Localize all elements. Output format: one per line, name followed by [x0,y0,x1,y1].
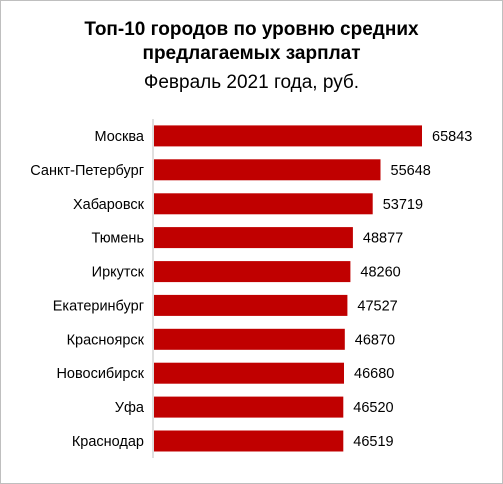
chart-title: Топ-10 городов по уровню средних предлаг… [0,18,503,66]
value-label-5: 48260 [360,265,400,281]
bar-7 [154,328,345,350]
bar-10 [154,430,344,452]
category-label-9: Уфа [115,400,145,416]
category-label-6: Екатеринбург [53,298,144,314]
value-label-3: 53719 [383,197,423,213]
value-label-9: 46520 [353,400,393,416]
category-label-1: Москва [94,129,144,145]
category-label-2: Санкт-Петербург [30,163,144,179]
bar-4 [154,227,353,249]
chart-subtitle: Февраль 2021 года, руб. [143,72,360,93]
category-label-4: Тюмень [91,231,144,247]
category-label-7: Красноярск [67,332,145,348]
value-label-8: 46680 [354,366,394,382]
value-label-1: 65843 [432,129,472,145]
value-label-4: 48877 [363,231,403,247]
value-label-10: 46519 [353,434,393,450]
value-label-6: 47527 [357,298,397,314]
category-label-10: Краснодар [72,434,144,450]
bar-1 [154,125,422,147]
bar-3 [154,193,373,215]
bar-5 [154,261,351,283]
category-label-5: Иркутск [92,265,145,281]
chart-title-line-1: Топ-10 городов по уровню средних [84,19,419,40]
category-label-3: Хабаровск [73,197,145,213]
bar-9 [154,396,344,418]
bar-6 [154,294,348,316]
value-label-2: 55648 [391,163,431,179]
category-label-8: Новосибирск [56,366,144,382]
chart-title-line-2: предлагаемых зарплат [142,43,361,64]
bar-2 [154,159,381,181]
bar-8 [154,362,344,384]
value-label-7: 46870 [355,332,395,348]
